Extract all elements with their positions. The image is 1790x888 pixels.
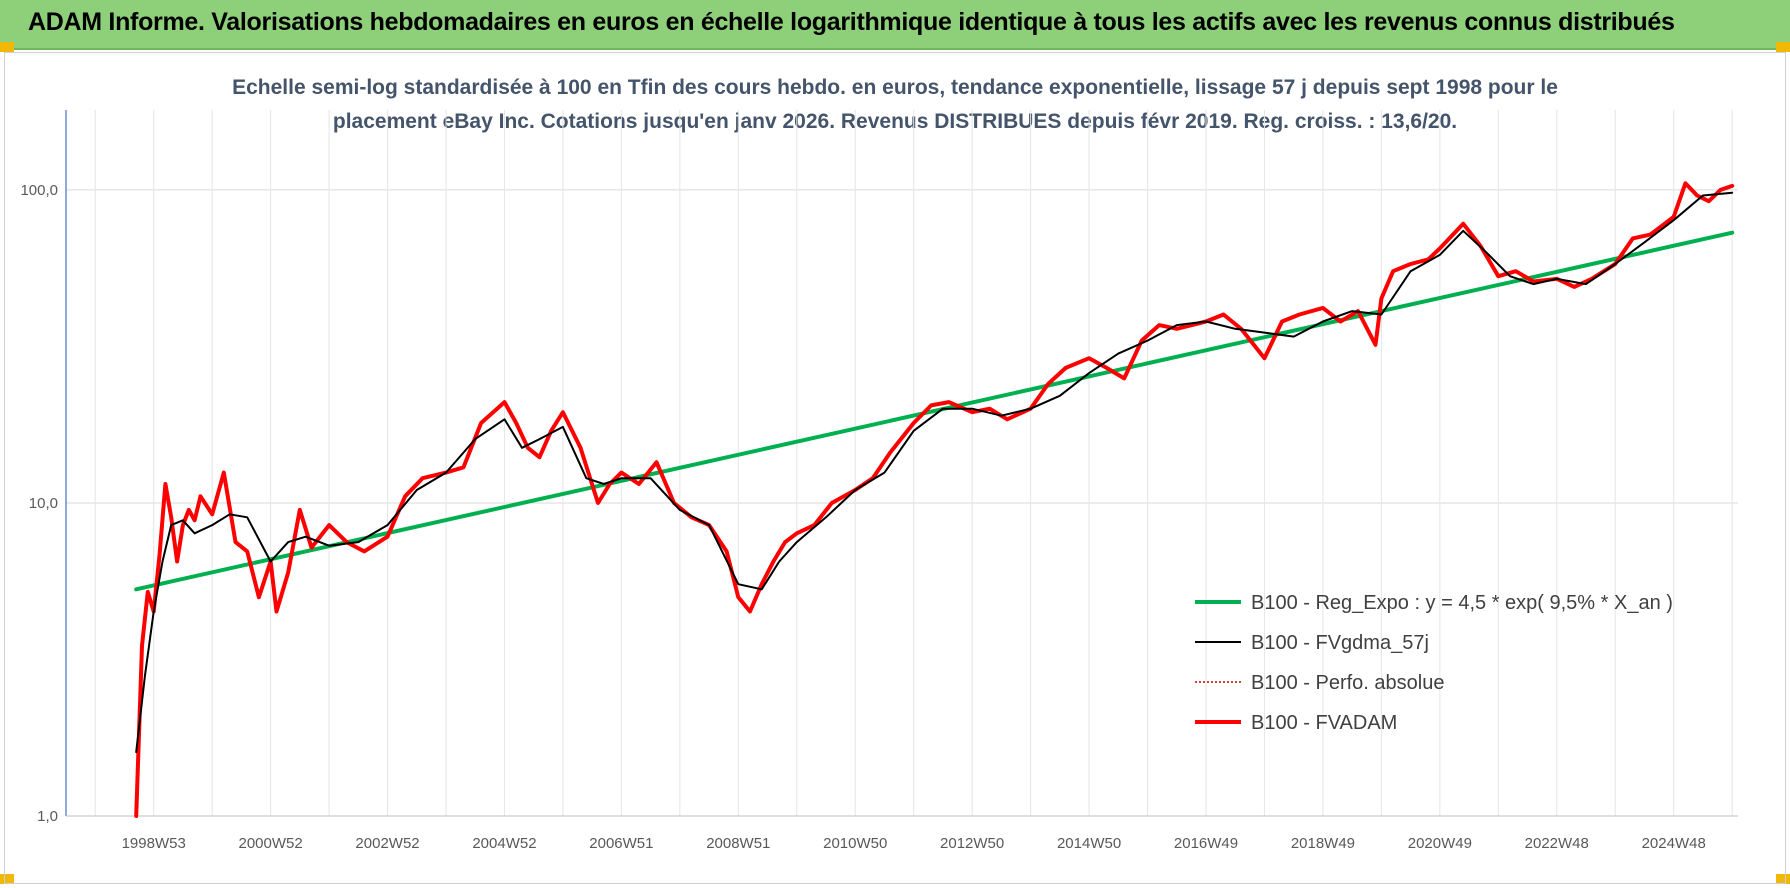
x-tick-label: 2022W48 <box>1525 835 1589 852</box>
y-tick-label: 1,0 <box>37 808 58 825</box>
chart-title-line-2: placement eBay Inc. Cotations jusqu'en j… <box>332 110 1458 133</box>
series-fvadam-line <box>134 181 1735 818</box>
x-tick-label: 2006W51 <box>589 835 653 852</box>
corner-mark-top-left <box>0 42 14 52</box>
report-title: ADAM Informe. Valorisations hebdomadaire… <box>28 8 1675 36</box>
x-tick-label: 2010W50 <box>823 835 887 852</box>
x-tick-label: 2000W52 <box>239 835 303 852</box>
x-tick-label: 2016W49 <box>1174 835 1238 852</box>
legend-label: B100 - FVADAM <box>1251 712 1397 734</box>
legend-label: B100 - FVgdma_57j <box>1251 632 1429 654</box>
x-tick-label: 2018W49 <box>1291 835 1355 852</box>
x-tick-label: 2008W51 <box>706 835 770 852</box>
x-tick-label: 2004W52 <box>472 835 536 852</box>
chart-frame <box>4 52 1786 884</box>
report-banner: ADAM Informe. Valorisations hebdomadaire… <box>0 0 1790 50</box>
series-trend-line <box>134 230 1735 592</box>
series-smoothed-line <box>135 191 1734 754</box>
legend-label: B100 - Reg_Expo : y = 4,5 * exp( 9,5% * … <box>1251 592 1673 614</box>
y-tick-label: 100,0 <box>20 182 58 199</box>
chart-title-line-1: Echelle semi-log standardisée à 100 en T… <box>232 76 1558 99</box>
corner-mark-bottom-right <box>1776 874 1790 884</box>
corner-mark-bottom-left <box>0 874 14 884</box>
corner-mark-top-right <box>1776 42 1790 52</box>
x-tick-label: 1998W53 <box>122 835 186 852</box>
x-tick-label: 2012W50 <box>940 835 1004 852</box>
y-tick-label: 10,0 <box>29 495 58 512</box>
x-tick-label: 2002W52 <box>355 835 419 852</box>
x-tick-label: 2024W48 <box>1642 835 1706 852</box>
x-tick-label: 2014W50 <box>1057 835 1121 852</box>
legend-label: B100 - Perfo. absolue <box>1251 672 1444 694</box>
x-tick-label: 2020W49 <box>1408 835 1472 852</box>
